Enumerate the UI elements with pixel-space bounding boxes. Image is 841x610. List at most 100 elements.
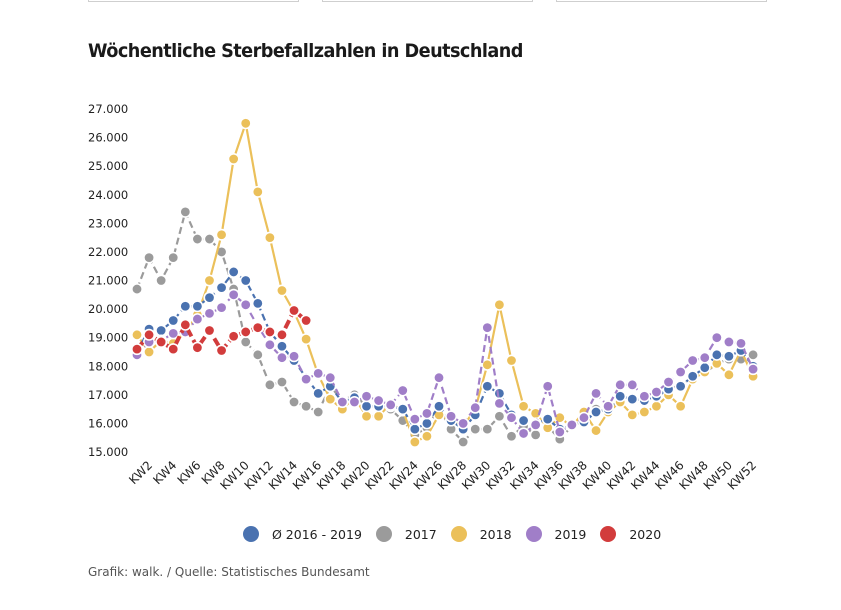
data-point <box>408 435 421 448</box>
data-point <box>553 425 566 438</box>
data-point <box>239 298 252 311</box>
data-point <box>215 301 228 314</box>
data-point <box>469 423 482 436</box>
y-tick-label: 20.000 <box>88 302 128 316</box>
data-point <box>215 344 228 357</box>
legend-swatch-icon <box>525 526 542 542</box>
data-point <box>239 325 252 338</box>
data-point <box>420 430 433 443</box>
data-point <box>710 348 723 361</box>
data-point <box>300 314 313 327</box>
y-tick-label: 25.000 <box>88 159 128 173</box>
legend-item[interactable]: Ø 2016 - 2019 <box>243 526 362 542</box>
data-point <box>517 400 530 413</box>
data-point <box>384 398 397 411</box>
data-point <box>251 321 264 334</box>
legend-swatch-icon <box>450 526 467 542</box>
chart-title: Wöchentliche Sterbefallzahlen in Deutsch… <box>88 40 523 62</box>
data-point <box>191 341 204 354</box>
y-tick-label: 26.000 <box>88 131 128 145</box>
data-point <box>529 418 542 431</box>
data-point <box>686 370 699 383</box>
data-point <box>263 338 276 351</box>
data-point <box>626 378 639 391</box>
data-point <box>275 340 288 353</box>
data-point <box>674 365 687 378</box>
series-line <box>136 270 754 431</box>
data-point <box>155 274 168 287</box>
x-tick-label: KW6 <box>175 458 204 487</box>
data-point <box>432 400 445 413</box>
y-tick-label: 15.000 <box>88 445 128 459</box>
data-point <box>493 387 506 400</box>
data-point <box>517 414 530 427</box>
data-point <box>239 274 252 287</box>
data-point <box>275 375 288 388</box>
data-point <box>445 410 458 423</box>
data-point <box>191 233 204 246</box>
data-point <box>747 348 760 361</box>
data-point <box>131 328 144 341</box>
data-point <box>360 390 373 403</box>
data-point <box>722 368 735 381</box>
data-point <box>360 410 373 423</box>
y-tick-label: 21.000 <box>88 274 128 288</box>
data-point <box>288 304 301 317</box>
data-point <box>143 328 156 341</box>
data-point <box>638 405 651 418</box>
data-point <box>493 410 506 423</box>
data-point <box>626 393 639 406</box>
data-point <box>288 395 301 408</box>
data-point <box>662 375 675 388</box>
legend-item[interactable]: 2020 <box>600 526 661 542</box>
data-point <box>505 411 518 424</box>
top-tab-box-1[interactable] <box>88 0 299 2</box>
data-point <box>722 335 735 348</box>
data-point <box>263 231 276 244</box>
data-point <box>432 371 445 384</box>
legend-item[interactable]: 2017 <box>375 526 437 542</box>
y-axis: 27.000 26.000 25.000 24.000 23.000 22.000 21.0… <box>88 102 128 459</box>
data-point <box>203 291 216 304</box>
data-point <box>529 428 542 441</box>
data-point <box>541 380 554 393</box>
legend-label: 2019 <box>554 526 587 542</box>
data-point <box>734 337 747 350</box>
legend-label: 2020 <box>629 526 662 542</box>
data-point <box>324 393 337 406</box>
data-point <box>493 298 506 311</box>
data-point <box>227 288 240 301</box>
legend-swatch-icon <box>600 526 617 542</box>
x-tick-label: KW4 <box>150 458 179 487</box>
data-point <box>155 335 168 348</box>
data-point <box>239 335 252 348</box>
data-point <box>457 417 470 430</box>
data-point <box>167 251 180 264</box>
top-tab-box-2[interactable] <box>322 0 533 2</box>
legend-item[interactable]: 2018 <box>450 526 512 542</box>
data-point <box>179 205 192 218</box>
data-point <box>650 400 663 413</box>
top-tab-box-3[interactable] <box>556 0 767 2</box>
data-point <box>203 324 216 337</box>
data-point <box>143 345 156 358</box>
data-point <box>203 274 216 287</box>
data-point <box>590 405 603 418</box>
data-point <box>420 407 433 420</box>
data-point <box>215 281 228 294</box>
data-point <box>469 401 482 414</box>
y-tick-label: 17.000 <box>88 388 128 402</box>
data-point <box>686 354 699 367</box>
x-axis: KW2KW4KW6KW8KW10KW12KW14KW16KW18KW20KW22… <box>126 458 759 492</box>
legend-item[interactable]: 2019 <box>525 526 587 542</box>
data-point <box>553 411 566 424</box>
data-point <box>638 390 651 403</box>
data-point <box>179 318 192 331</box>
data-point <box>263 325 276 338</box>
data-point <box>203 233 216 246</box>
data-point <box>167 327 180 340</box>
data-point <box>312 405 325 418</box>
data-point <box>324 371 337 384</box>
data-point <box>251 185 264 198</box>
legend-swatch-icon <box>375 526 392 542</box>
